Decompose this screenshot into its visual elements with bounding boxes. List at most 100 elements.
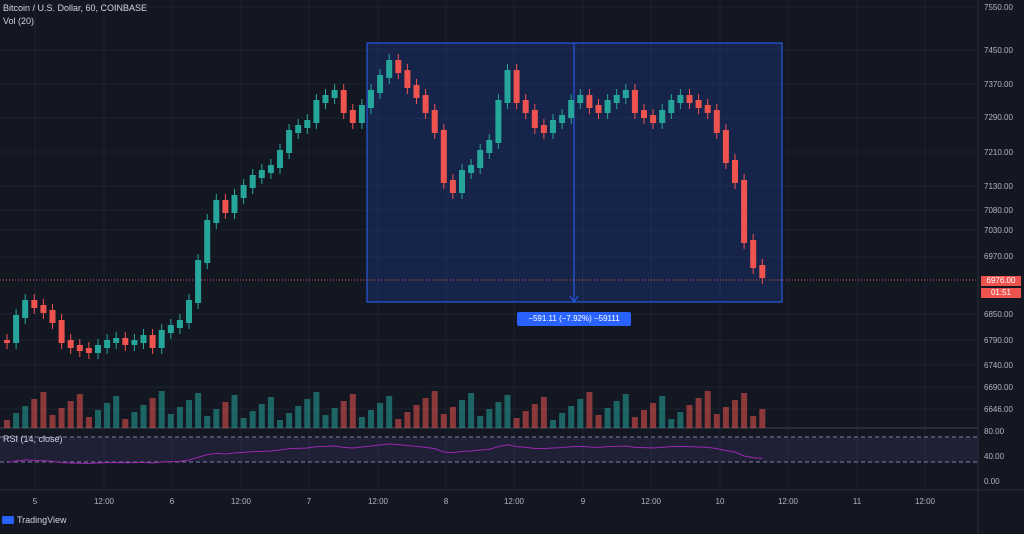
price-tick: 7130.00 <box>984 182 1013 191</box>
price-tick: 7030.00 <box>984 226 1013 235</box>
candle-body <box>76 345 83 351</box>
candle-body <box>741 180 748 243</box>
volume-bar <box>686 405 693 428</box>
candle-body <box>258 170 265 178</box>
volume-bar <box>422 398 429 428</box>
time-tick: 6 <box>169 497 175 506</box>
volume-bar <box>349 394 356 428</box>
candle-body <box>231 195 238 213</box>
volume-bar <box>386 396 393 428</box>
price-tick: 6790.00 <box>984 336 1013 345</box>
volume-bar <box>713 414 720 428</box>
candle-body <box>13 315 20 343</box>
candle-body <box>540 125 547 133</box>
candle-body <box>277 150 283 168</box>
candle-body <box>622 90 629 98</box>
candle-body <box>477 150 484 168</box>
volume-bar <box>204 416 211 428</box>
candle-body <box>704 105 711 113</box>
candle-body <box>113 338 120 343</box>
volume-bar <box>331 408 338 428</box>
volume-legend[interactable]: Vol (20) <box>3 16 35 26</box>
volume-bar <box>286 413 293 428</box>
tradingview-logo[interactable]: TradingView <box>2 515 67 525</box>
candle-body <box>631 90 638 113</box>
volume-bar <box>167 414 174 428</box>
volume-bar <box>149 398 156 428</box>
candle-body <box>368 90 374 108</box>
candle-body <box>468 165 475 173</box>
candle-body <box>204 220 211 263</box>
time-tick: 12:00 <box>503 497 525 506</box>
volume-bar <box>677 412 684 428</box>
candle-body <box>213 200 220 223</box>
candle-body <box>604 100 611 113</box>
candle-body <box>550 120 556 133</box>
candle-body <box>395 60 402 73</box>
rsi-line <box>6 443 763 464</box>
measure-arrow-head <box>569 295 579 303</box>
volume-bar <box>722 407 729 428</box>
volume-bar <box>4 420 10 428</box>
volume-bar <box>22 406 29 428</box>
candle-body <box>313 100 320 123</box>
price-tick: 7290.00 <box>984 113 1013 122</box>
volume-bar <box>340 401 347 428</box>
tradingview-icon <box>2 516 14 524</box>
candle-body <box>386 60 393 78</box>
candle-body <box>131 340 138 345</box>
candle-body <box>249 175 256 188</box>
volume-bar <box>540 397 547 428</box>
candle-body <box>686 95 693 103</box>
volume-bar <box>659 396 666 428</box>
volume-bar <box>113 396 120 428</box>
volume-bar <box>704 391 711 428</box>
price-tick: 6690.00 <box>984 383 1013 392</box>
volume-bar <box>31 399 38 428</box>
candle-body <box>267 165 274 173</box>
volume-bar <box>586 392 593 428</box>
candle-body <box>295 125 302 133</box>
volume-bar <box>732 400 738 428</box>
rsi-legend[interactable]: RSI (14, close) <box>3 434 63 444</box>
candle-body <box>522 100 529 113</box>
volume-bar <box>222 402 229 428</box>
volume-bar <box>595 415 602 428</box>
volume-bar <box>759 409 766 428</box>
candle-body <box>650 115 657 123</box>
time-tick: 12:00 <box>93 497 115 506</box>
volume-bar <box>613 401 620 428</box>
candle-body <box>95 345 101 353</box>
time-tick: 8 <box>443 497 449 506</box>
price-tick: 7450.00 <box>984 46 1013 55</box>
candle-body <box>4 340 10 343</box>
volume-bar <box>231 395 238 428</box>
volume-bar <box>277 420 283 428</box>
candle-body <box>322 95 329 103</box>
volume-bar <box>122 419 129 428</box>
time-tick: 5 <box>32 497 38 506</box>
volume-bar <box>322 415 329 428</box>
candle-body <box>613 95 620 103</box>
candle-body <box>176 320 183 328</box>
candle-body <box>722 130 729 163</box>
volume-bar <box>413 405 420 428</box>
volume-bar <box>477 416 484 428</box>
symbol-legend[interactable]: Bitcoin / U.S. Dollar, 60, COINBASE <box>3 3 148 13</box>
candle-body <box>422 95 429 113</box>
rsi-tick: 0.00 <box>984 477 1000 486</box>
volume-bar <box>313 392 320 428</box>
volume-bar <box>67 401 74 428</box>
measure-result-label[interactable]: −591.11 (−7.92%) −59111 <box>517 312 631 326</box>
price-tick: 6970.00 <box>984 252 1013 261</box>
volume-bar <box>395 419 402 428</box>
volume-bar <box>468 393 475 428</box>
candle-body <box>240 185 247 198</box>
volume-bar <box>58 408 65 428</box>
volume-bar <box>531 404 538 428</box>
volume-bar <box>186 400 192 428</box>
time-tick: 7 <box>306 497 312 506</box>
price-tick: 6646.00 <box>984 405 1013 414</box>
candle-body <box>31 300 38 308</box>
